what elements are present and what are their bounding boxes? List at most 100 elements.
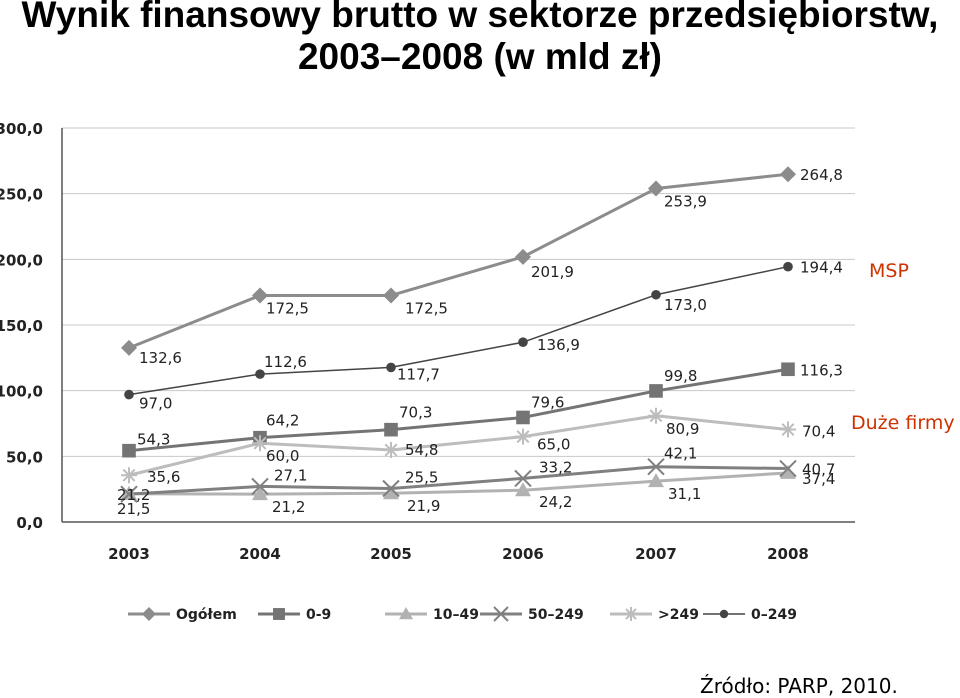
triangle-marker <box>383 485 399 500</box>
y-tick-label: 200,0 <box>0 251 43 269</box>
triangle-marker <box>515 482 531 497</box>
data-label: 42,1 <box>664 445 697 463</box>
x-tick-label: 2006 <box>502 545 544 563</box>
legend-x-marker <box>493 606 509 622</box>
data-label: 264,8 <box>800 166 843 184</box>
data-label: 21,9 <box>407 497 440 515</box>
square-marker <box>649 384 663 398</box>
x-marker <box>382 479 400 498</box>
diamond-marker <box>383 287 399 304</box>
square-marker <box>122 443 136 458</box>
legend-triangle-marker <box>399 607 413 620</box>
data-label: 65,0 <box>537 436 570 454</box>
star-marker <box>383 442 399 459</box>
circle-marker <box>651 289 661 300</box>
series-line-2 <box>128 471 789 496</box>
x-tick-label: 2005 <box>370 545 412 563</box>
x-tick-label: 2003 <box>108 545 150 563</box>
data-label: 25,5 <box>405 469 438 487</box>
data-label: 21,5 <box>117 500 150 518</box>
title-line-2: 2003–2008 (w mld zł) <box>297 36 663 77</box>
data-label: 21,2 <box>117 486 150 504</box>
x-marker <box>779 459 797 478</box>
data-label: 70,4 <box>802 423 835 441</box>
diamond-marker <box>648 180 664 197</box>
x-marker <box>514 469 532 488</box>
x-tick-label: 2007 <box>635 545 677 563</box>
circle-marker <box>783 261 793 272</box>
series-line-0 <box>128 172 789 350</box>
x-tick-label: 2008 <box>767 545 809 563</box>
title-line-1: Wynik finansowy brutto w sektorze przeds… <box>21 0 939 35</box>
data-label: 37,4 <box>802 470 835 488</box>
diamond-marker <box>515 248 531 265</box>
series-line-4 <box>128 414 789 477</box>
star-marker <box>648 407 664 424</box>
data-label: 60,0 <box>266 447 299 465</box>
data-label: 97,0 <box>139 395 172 413</box>
data-label: 173,0 <box>664 296 707 314</box>
data-label: 35,6 <box>147 468 180 486</box>
data-label: 70,3 <box>399 404 432 422</box>
y-tick-label: 250,0 <box>0 186 43 204</box>
diamond-marker <box>252 287 268 304</box>
data-label: 54,3 <box>137 431 170 449</box>
legend-label: Ogółem <box>176 607 237 623</box>
legend-label: 0–249 <box>751 607 797 623</box>
x-tick-label: 2004 <box>239 545 281 563</box>
star-marker <box>780 421 796 438</box>
data-label: 116,3 <box>800 361 843 379</box>
data-label: 54,8 <box>405 441 438 459</box>
data-label: 31,1 <box>668 485 701 503</box>
data-label: 33,2 <box>539 458 572 476</box>
square-marker <box>781 362 795 377</box>
triangle-marker <box>648 473 664 488</box>
circle-marker <box>386 362 396 373</box>
data-label: 64,2 <box>266 412 299 430</box>
data-label: 201,9 <box>531 263 574 281</box>
data-label: 112,6 <box>264 353 307 371</box>
legend-label: 0-9 <box>306 607 331 623</box>
star-marker <box>121 467 137 484</box>
data-label: 40,7 <box>802 461 835 479</box>
circle-marker <box>255 369 265 379</box>
star-marker <box>515 428 531 445</box>
y-tick-label: 100,0 <box>0 383 43 401</box>
data-label: 21,2 <box>272 498 305 516</box>
diamond-marker <box>780 166 796 183</box>
circle-marker <box>124 389 134 400</box>
y-tick-label: 300,0 <box>0 120 43 138</box>
series-line-1 <box>128 367 789 453</box>
data-label: 194,4 <box>800 259 843 277</box>
y-tick-label: 150,0 <box>0 317 43 335</box>
series-line-5 <box>128 265 789 396</box>
x-marker <box>647 458 665 476</box>
legend-diamond-marker <box>142 607 156 621</box>
star-marker <box>252 435 268 452</box>
data-label: 136,9 <box>537 336 580 354</box>
annotation-msp: MSP <box>869 260 909 282</box>
data-label: 172,5 <box>405 299 448 317</box>
data-label: 117,7 <box>397 365 440 383</box>
data-label: 24,2 <box>539 493 572 511</box>
legend-square-marker <box>273 608 285 620</box>
series-line-3 <box>128 465 789 496</box>
legend-label: 50–249 <box>528 607 584 623</box>
data-label: 79,6 <box>531 393 564 411</box>
source-note: Źródło: PARP, 2010. <box>700 674 898 698</box>
data-label: 99,8 <box>664 367 697 385</box>
diamond-marker <box>121 339 137 356</box>
triangle-marker <box>780 464 796 479</box>
data-label: 172,5 <box>266 299 309 317</box>
square-marker <box>516 410 530 425</box>
square-marker <box>384 422 398 437</box>
x-marker <box>120 485 138 503</box>
y-tick-label: 0,0 <box>16 514 43 532</box>
y-tick-label: 50,0 <box>6 448 43 466</box>
triangle-marker <box>252 486 268 501</box>
legend-label: >249 <box>658 607 699 623</box>
data-label: 80,9 <box>666 420 699 438</box>
circle-marker <box>518 337 528 348</box>
legend-star-marker <box>624 607 638 621</box>
